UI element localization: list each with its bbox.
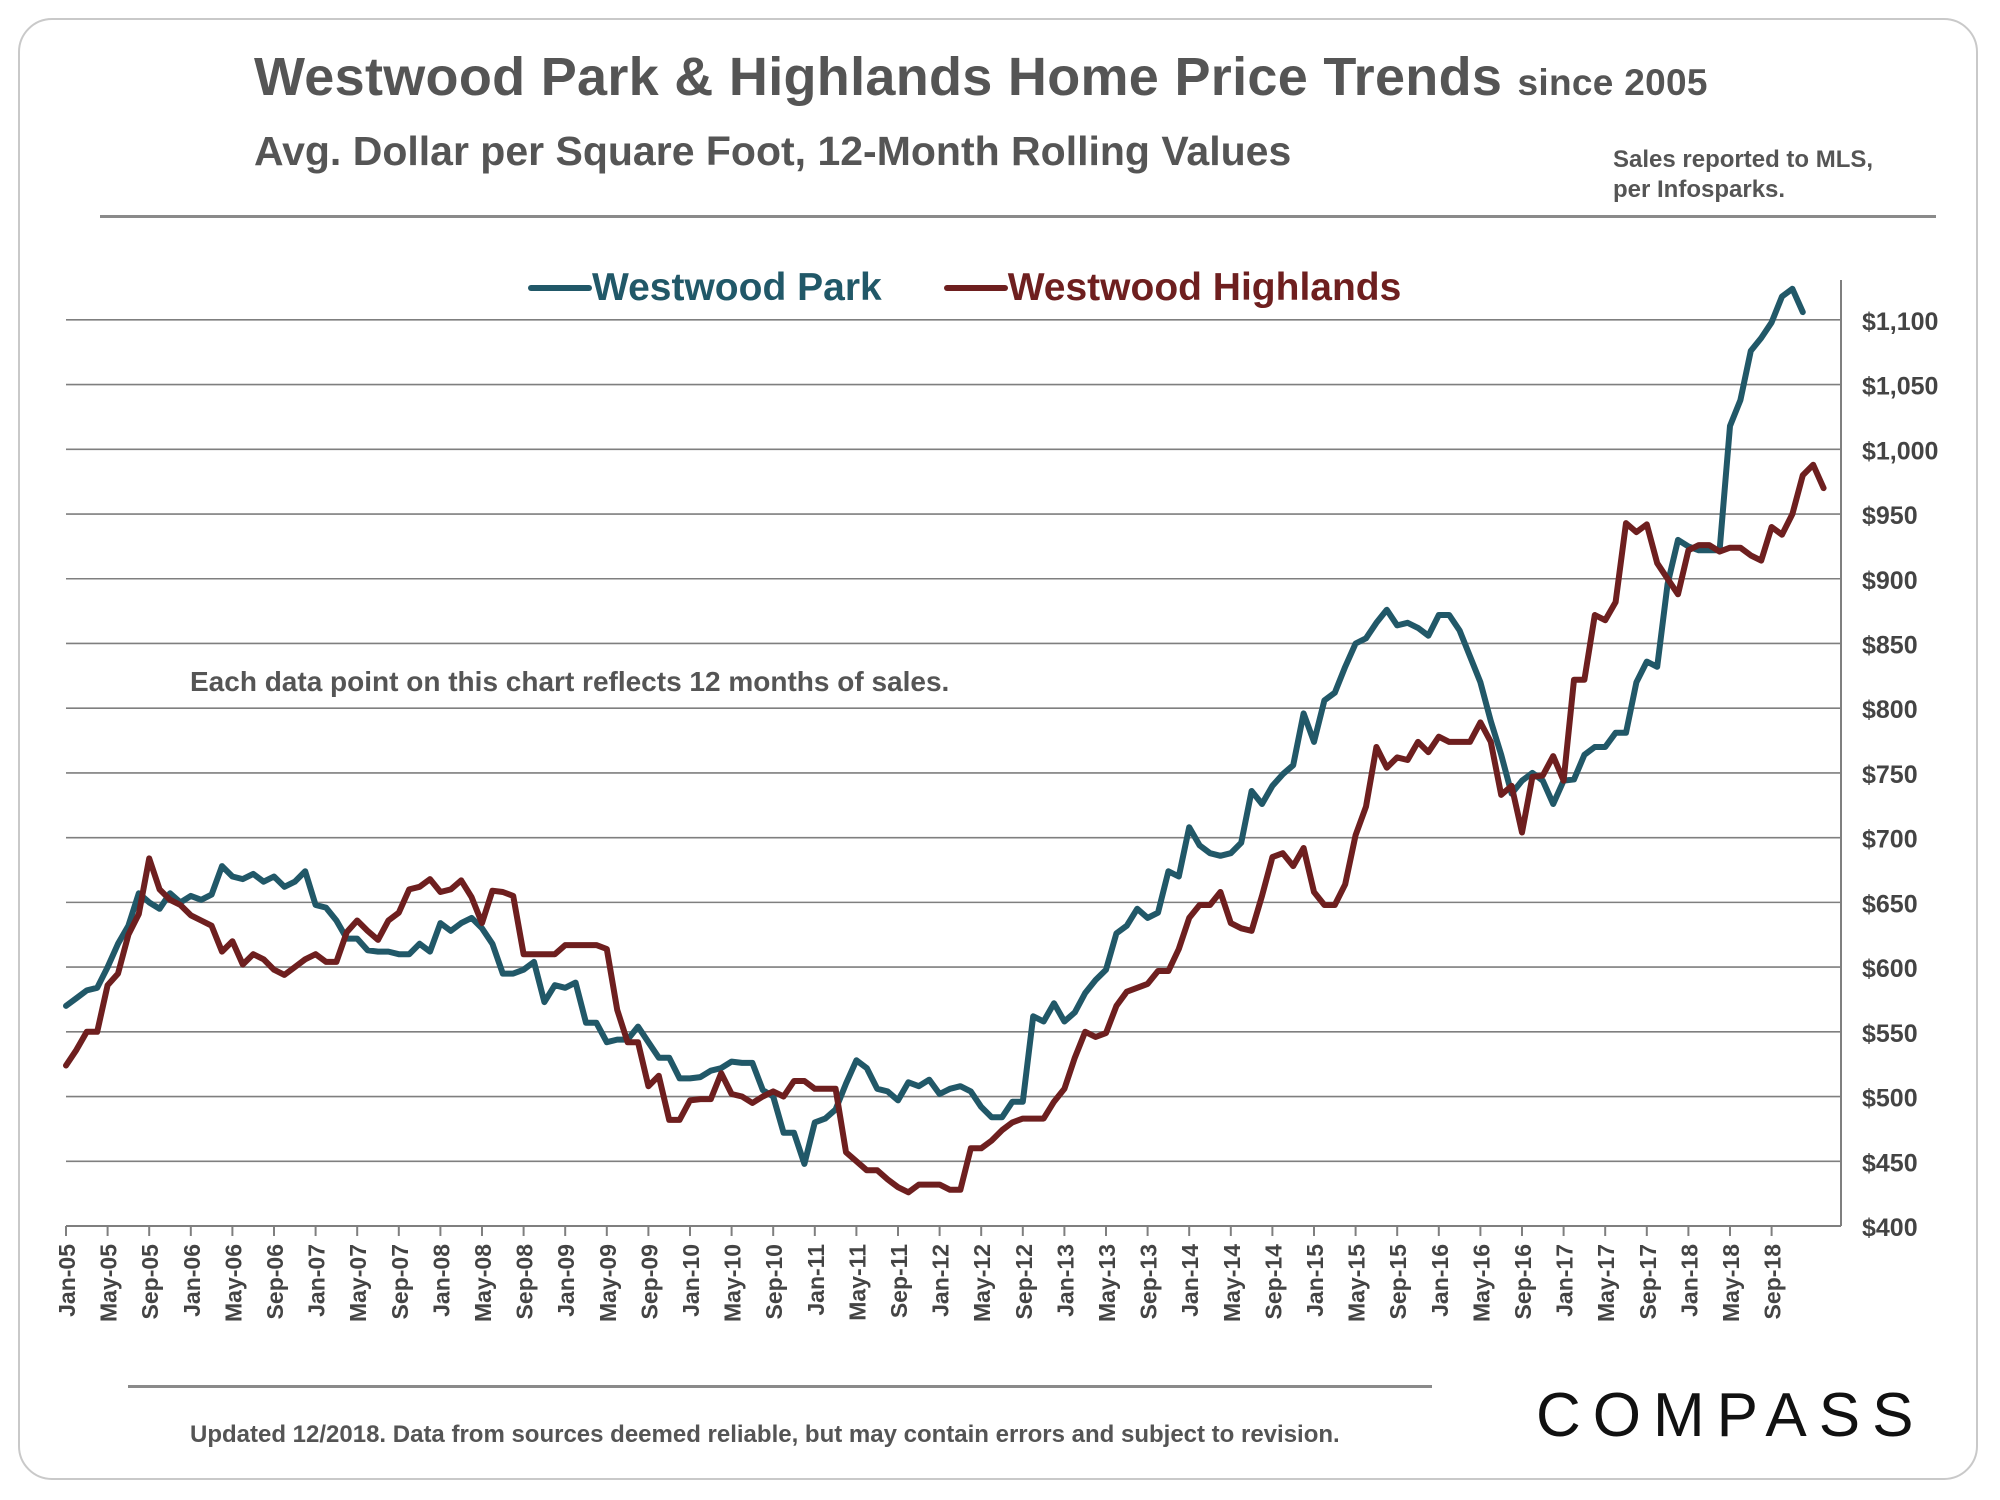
x-tick-label: May-16 [1468,1244,1494,1322]
x-tick-label: May-14 [1219,1244,1245,1322]
footer-divider [128,1385,1432,1388]
y-tick-label: $850 [1862,631,1918,659]
legend-swatch-westwood-highlands [943,285,1008,291]
x-tick-label: Jan-08 [428,1244,454,1317]
series-points-westwood-park [64,287,1805,1166]
chart-annotation: Each data point on this chart reflects 1… [190,666,950,697]
chart-subtitle: Avg. Dollar per Square Foot, 12-Month Ro… [254,128,1292,174]
x-tick-label: Jan-13 [1052,1244,1078,1317]
x-tick-label: Jan-17 [1552,1244,1578,1317]
x-tick-label: Jan-11 [803,1244,829,1316]
source-note-line1: Sales reported to MLS, [1613,146,1874,173]
chart-frame [18,18,1978,1480]
x-tick-label: Sep-13 [1136,1244,1162,1319]
x-tick-label: May-10 [720,1244,746,1322]
x-tick-label: Sep-05 [137,1244,163,1320]
x-tick-label: Jan-09 [553,1244,579,1317]
legend-label-westwood-highlands: Westwood Highlands [1007,266,1402,309]
x-tick-label: Sep-08 [512,1244,538,1320]
x-tick-label: Sep-10 [761,1244,787,1319]
series-line-westwood-park [63,285,1806,1167]
y-tick-label: $550 [1862,1020,1918,1048]
source-note: Sales reported to MLS, per Infosparks. [1613,145,1943,205]
y-tick-label: $900 [1862,567,1918,595]
x-tick-label: May-11 [844,1244,870,1321]
axis-layer [65,280,1842,1236]
x-tick-label: May-08 [470,1244,496,1322]
x-tick-label: May-17 [1593,1244,1619,1322]
x-tick-label: Sep-11 [886,1244,912,1318]
y-tick-label: $650 [1862,890,1918,918]
x-tick-label: Jan-16 [1427,1244,1453,1317]
legend-label-westwood-park: Westwood Park [592,266,882,309]
y-tick-label: $1,000 [1862,437,1938,465]
chart-title: Westwood Park & Highlands Home Price Tre… [254,47,1708,107]
grid-layer [66,319,1841,1227]
chart-title-suffix: since 2005 [1517,62,1708,103]
x-tick-label: Jan-07 [304,1244,330,1317]
series-line-westwood-highlands [63,461,1827,1196]
x-tick-label: Jan-05 [54,1244,80,1317]
x-tick-label: Sep-15 [1385,1244,1411,1320]
legend-item-westwood-park: Westwood Park [528,266,882,310]
y-tick-label: $750 [1862,761,1918,789]
x-tick-label: May-05 [96,1244,122,1322]
x-tick-label: Sep-12 [1011,1244,1037,1319]
y-tick-label: $800 [1862,696,1918,724]
x-tick-label: Jan-15 [1302,1244,1328,1317]
x-tick-label: Sep-16 [1510,1244,1536,1319]
x-tick-label: May-15 [1344,1244,1370,1322]
x-tick-label: Sep-18 [1760,1244,1786,1320]
chart-legend: Westwood Park Westwood Highlands [528,266,1463,310]
x-tick-label: Jan-14 [1177,1244,1203,1317]
x-tick-label: Sep-17 [1635,1244,1661,1319]
x-tick-label: May-18 [1718,1244,1744,1322]
legend-item-westwood-highlands: Westwood Highlands [943,266,1402,310]
x-tick-label: May-12 [969,1244,995,1322]
y-tick-label: $700 [1862,826,1918,854]
source-note-line2: per Infosparks. [1613,176,1786,203]
y-tick-label: $450 [1862,1149,1918,1177]
x-tick-label: May-09 [595,1244,621,1322]
x-tick-label: Sep-07 [387,1244,413,1319]
x-tick-label: May-07 [345,1244,371,1322]
footer-disclaimer: Updated 12/2018. Data from sources deeme… [190,1421,1340,1448]
y-tick-label: $950 [1862,502,1918,530]
y-tick-label: $400 [1862,1214,1918,1242]
compass-logo: COMPASS [1536,1381,1926,1450]
series-points-westwood-highlands [64,463,1826,1195]
x-tick-label: Jan-06 [179,1244,205,1317]
x-tick-label: Sep-09 [636,1244,662,1319]
series-layer [63,285,1827,1196]
x-tick-label: Jan-12 [928,1244,954,1317]
label-layer: $400 $450 $500 $550 $600 $650 $700 $750 $800 $850… [54,308,1938,1322]
y-tick-label: $1,050 [1862,373,1938,401]
x-tick-label: Jan-18 [1676,1244,1702,1317]
y-tick-label: $600 [1862,955,1918,983]
x-tick-label: Sep-14 [1260,1244,1286,1320]
x-tick-label: Jan-10 [678,1244,704,1317]
header-divider [100,215,1936,218]
x-tick-label: May-06 [220,1244,246,1322]
y-tick-label: $500 [1862,1085,1918,1113]
x-tick-label: Sep-06 [262,1244,288,1319]
y-tick-label: $1,100 [1862,308,1938,336]
legend-swatch-westwood-park [528,285,592,291]
x-tick-label: May-13 [1094,1244,1120,1322]
